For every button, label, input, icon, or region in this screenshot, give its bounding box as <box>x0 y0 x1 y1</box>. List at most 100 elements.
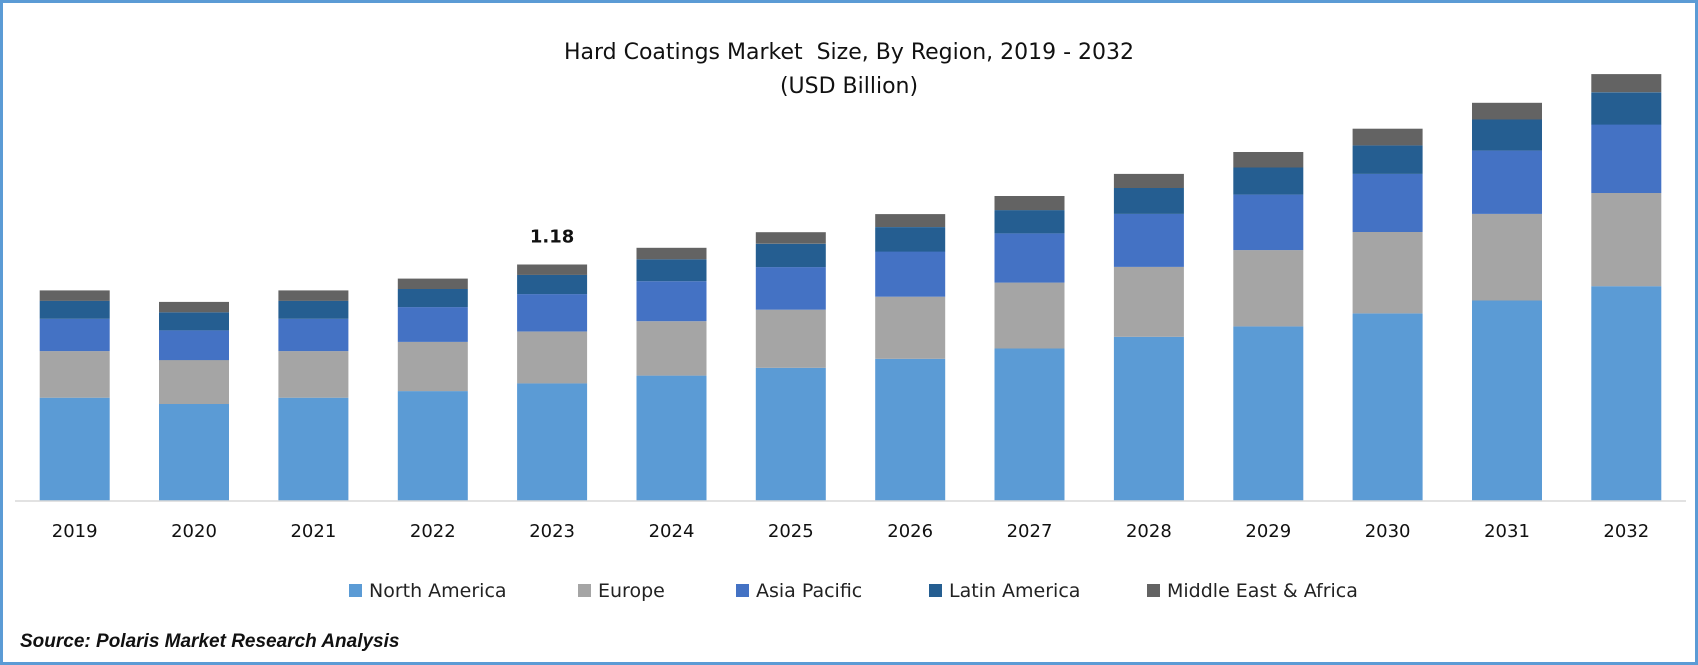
bar-middle-east-and-africa-2024 <box>636 247 707 260</box>
legend-swatch <box>736 584 749 597</box>
bar-latin-america-2026 <box>875 227 946 252</box>
data-label-2023: 1.18 <box>530 227 574 248</box>
bar-latin-america-2025 <box>755 243 826 268</box>
bar-north-america-2019 <box>39 397 110 501</box>
x-tick-label: 2020 <box>171 521 217 542</box>
bar-middle-east-and-africa-2020 <box>159 301 229 313</box>
legend-swatch <box>1147 584 1160 597</box>
bar-middle-east-and-africa-2021 <box>278 290 349 301</box>
bar-north-america-2032 <box>1591 286 1662 501</box>
bar-middle-east-and-africa-2029 <box>1233 152 1304 168</box>
bar-asia-pacific-2031 <box>1472 150 1542 214</box>
bar-north-america-2029 <box>1233 326 1304 501</box>
bar-asia-pacific-2019 <box>39 318 110 352</box>
bar-europe-2025 <box>755 309 826 368</box>
bar-asia-pacific-2022 <box>397 307 468 342</box>
bar-europe-2026 <box>875 296 946 359</box>
bar-north-america-2025 <box>755 367 826 501</box>
bar-latin-america-2024 <box>636 259 707 282</box>
bar-middle-east-and-africa-2022 <box>397 278 468 289</box>
bar-latin-america-2020 <box>159 312 229 331</box>
bar-latin-america-2027 <box>994 210 1065 234</box>
legend-label: Europe <box>598 580 665 602</box>
bar-asia-pacific-2030 <box>1352 173 1423 232</box>
x-tick-label: 2023 <box>529 521 575 542</box>
stacked-bar-chart: Hard Coatings Market Size, By Region, 20… <box>15 40 1686 602</box>
chart-subtitle: (USD Billion) <box>780 74 918 99</box>
x-tick-label: 2025 <box>768 521 814 542</box>
bar-europe-2032 <box>1591 193 1662 287</box>
bar-europe-2027 <box>994 282 1065 349</box>
bar-asia-pacific-2025 <box>755 267 826 310</box>
bar-middle-east-and-africa-2028 <box>1113 173 1184 188</box>
bar-series-group <box>39 74 1662 501</box>
bar-europe-2029 <box>1233 250 1304 327</box>
bar-latin-america-2021 <box>278 300 349 319</box>
bar-europe-2030 <box>1352 232 1423 314</box>
bar-latin-america-2028 <box>1113 188 1184 214</box>
bar-latin-america-2029 <box>1233 167 1304 195</box>
legend-item-middle-east-and-africa: Middle East & Africa <box>1147 580 1358 602</box>
data-labels: 1.18 <box>530 227 574 248</box>
bar-europe-2022 <box>397 341 468 392</box>
bar-europe-2021 <box>278 351 349 398</box>
legend-label: North America <box>369 580 507 602</box>
x-tick-label: 2029 <box>1245 521 1291 542</box>
bar-middle-east-and-africa-2026 <box>875 214 946 227</box>
bar-latin-america-2032 <box>1591 92 1662 125</box>
legend-item-europe: Europe <box>578 580 665 602</box>
bar-asia-pacific-2027 <box>994 233 1065 283</box>
bar-north-america-2024 <box>636 375 707 501</box>
bar-middle-east-and-africa-2027 <box>994 196 1065 211</box>
bar-north-america-2021 <box>278 397 349 501</box>
bar-asia-pacific-2026 <box>875 251 946 297</box>
bar-latin-america-2030 <box>1352 145 1423 174</box>
x-tick-label: 2022 <box>410 521 456 542</box>
source-note: Source: Polaris Market Research Analysis <box>20 631 400 652</box>
bar-north-america-2028 <box>1113 336 1184 501</box>
bar-latin-america-2031 <box>1472 119 1542 151</box>
bar-north-america-2022 <box>397 391 468 501</box>
legend-label: Middle East & Africa <box>1167 580 1358 602</box>
bar-north-america-2027 <box>994 348 1065 501</box>
x-tick-label: 2028 <box>1126 521 1172 542</box>
bar-latin-america-2023 <box>517 274 588 295</box>
bar-europe-2031 <box>1472 213 1542 301</box>
legend-label: Asia Pacific <box>756 580 862 602</box>
x-tick-label: 2031 <box>1484 521 1530 542</box>
bar-middle-east-and-africa-2031 <box>1472 102 1542 120</box>
x-tick-label: 2024 <box>649 521 695 542</box>
bar-latin-america-2019 <box>39 300 110 319</box>
bar-north-america-2031 <box>1472 300 1542 501</box>
legend-item-asia-pacific: Asia Pacific <box>736 580 862 602</box>
bar-north-america-2030 <box>1352 313 1423 501</box>
x-tick-label: 2027 <box>1007 521 1053 542</box>
bar-europe-2023 <box>517 331 588 384</box>
bar-middle-east-and-africa-2025 <box>755 232 826 244</box>
legend-item-north-america: North America <box>349 580 507 602</box>
x-tick-label: 2019 <box>52 521 98 542</box>
legend-label: Latin America <box>949 580 1080 602</box>
bar-latin-america-2022 <box>397 289 468 308</box>
bar-asia-pacific-2029 <box>1233 194 1304 251</box>
bar-europe-2019 <box>39 351 110 398</box>
x-axis-ticks: 2019 2020 2021 2022 2023 2024 2025 2026 2027 2028… <box>52 521 1649 542</box>
bar-asia-pacific-2032 <box>1591 124 1662 193</box>
legend-swatch <box>349 584 362 597</box>
bar-middle-east-and-africa-2019 <box>39 290 110 301</box>
bar-asia-pacific-2020 <box>159 330 229 361</box>
bar-north-america-2020 <box>159 404 229 501</box>
bar-middle-east-and-africa-2030 <box>1352 128 1423 146</box>
bar-north-america-2026 <box>875 358 946 501</box>
x-tick-label: 2026 <box>887 521 933 542</box>
bar-middle-east-and-africa-2023 <box>517 264 588 275</box>
legend-swatch <box>929 584 942 597</box>
legend-item-latin-america: Latin America <box>929 580 1080 602</box>
bar-middle-east-and-africa-2032 <box>1591 74 1662 93</box>
bar-asia-pacific-2024 <box>636 281 707 322</box>
bar-europe-2024 <box>636 321 707 376</box>
bar-europe-2020 <box>159 360 229 404</box>
bar-asia-pacific-2021 <box>278 318 349 352</box>
x-tick-label: 2021 <box>290 521 336 542</box>
